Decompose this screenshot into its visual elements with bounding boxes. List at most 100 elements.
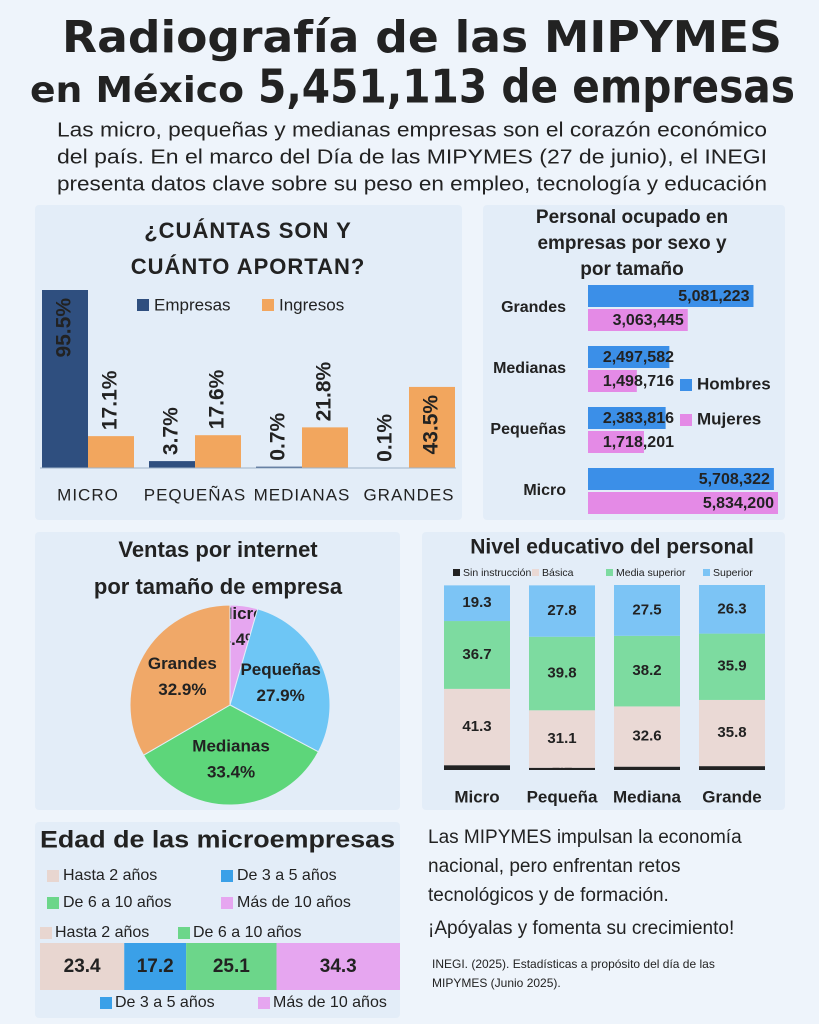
panel — [35, 205, 462, 520]
data-label: 19.3 — [462, 594, 491, 611]
bar — [588, 309, 688, 331]
data-label: 35.8 — [717, 724, 746, 741]
intro-text: Las micro, pequeñas y medianas empresas … — [57, 119, 767, 141]
data-label: 39.8 — [547, 664, 576, 681]
legend-swatch — [221, 897, 233, 909]
bar-segment — [529, 710, 595, 768]
bar-segment — [699, 633, 765, 700]
data-label: 3.7% — [160, 407, 183, 455]
closing-message: ¡Apóyalas y fomenta su crecimiento! — [428, 918, 734, 939]
x-tick-label: Micro — [454, 787, 499, 806]
legend-label: Más de 10 años — [273, 994, 387, 1011]
bar — [302, 427, 348, 468]
data-label: 21.8% — [313, 361, 336, 421]
legend-swatch — [47, 897, 59, 909]
data-label: 35.9 — [717, 658, 746, 675]
data-label: 31.1 — [547, 730, 576, 747]
legend-label: Más de 10 años — [237, 894, 351, 911]
bar — [149, 461, 195, 468]
legend-swatch — [680, 379, 692, 391]
chart-title: CUÁNTO APORTAN? — [131, 254, 366, 279]
slice-label: Medianas — [192, 736, 269, 755]
data-label: 1,498,716 — [603, 373, 674, 390]
legend-swatch — [262, 299, 274, 311]
data-label: 41.3 — [462, 718, 491, 735]
bar-segment — [276, 943, 400, 990]
chart-title: por tamaño de empresa — [94, 574, 343, 599]
chart-title: Nivel educativo del personal — [470, 536, 754, 559]
bar-segment — [444, 585, 510, 622]
chart-title: ¿CUÁNTAS SON Y — [144, 218, 352, 243]
x-tick-label: GRANDES — [363, 485, 454, 504]
data-label: 95.5% — [53, 298, 76, 358]
bar-segment — [444, 688, 510, 766]
data-label: 27.8 — [547, 602, 576, 619]
y-tick-label: Pequeñas — [490, 421, 566, 438]
citation: MIPYMES (Junio 2025). — [432, 976, 561, 990]
bar — [42, 290, 88, 468]
bar-segment — [186, 943, 277, 990]
x-tick-label: Grande — [702, 787, 762, 806]
bar-segment — [529, 585, 595, 637]
data-label: 27.5 — [632, 601, 661, 618]
legend-label: Básica — [542, 567, 574, 579]
legend-label: Hasta 2 años — [63, 867, 157, 884]
bar — [588, 407, 666, 429]
legend-label: Ingresos — [279, 295, 344, 314]
legend-label: Hombres — [697, 374, 771, 393]
bar — [409, 386, 455, 468]
citation: INEGI. (2025). Estadísticas a propósito … — [432, 957, 715, 971]
legend-label: De 6 a 10 años — [193, 924, 302, 941]
intro-text: presenta datos clave sobre su peso en em… — [57, 173, 767, 195]
bar — [195, 435, 241, 468]
chart-title: Personal ocupado en — [536, 207, 728, 228]
data-label: 3,063,445 — [613, 312, 684, 329]
title: Radiografía de las MIPYMES — [62, 12, 782, 63]
data-label: 2,497,582 — [603, 349, 674, 366]
data-label: 17.2 — [137, 956, 174, 977]
x-tick-label: MEDIANAS — [254, 485, 351, 504]
slice-value: 32.9% — [158, 680, 206, 699]
bar — [88, 436, 134, 468]
data-label: 38.2 — [632, 662, 661, 679]
bar — [256, 466, 302, 468]
bar-segment — [444, 765, 510, 770]
x-tick-label: Pequeña — [527, 787, 598, 806]
closing-message: Las MIPYMES impulsan la economía — [428, 827, 742, 848]
legend-swatch — [532, 569, 539, 576]
bar-segment — [614, 635, 680, 707]
chart-title: empresas por sexo y — [537, 233, 726, 254]
slice-value: 33.4% — [207, 762, 255, 781]
bar-segment — [699, 699, 765, 767]
y-tick-label: Medianas — [493, 360, 566, 377]
bar-segment — [614, 585, 680, 636]
chart-title: Ventas por internet — [118, 537, 318, 562]
bar-segment — [124, 943, 187, 990]
legend-swatch — [680, 414, 692, 426]
bar-segment — [529, 636, 595, 711]
slice-label: Pequeñas — [240, 660, 320, 679]
bar — [588, 468, 774, 490]
data-label: 34.3 — [320, 956, 357, 977]
bar — [588, 285, 754, 307]
bar — [588, 370, 637, 392]
legend-swatch — [221, 870, 233, 882]
bar-segment — [699, 766, 765, 770]
bar-segment — [444, 621, 510, 689]
slice-value: 27.9% — [257, 686, 305, 705]
closing-message: nacional, pero enfrentan retos — [428, 856, 680, 877]
legend-label: De 3 a 5 años — [115, 994, 215, 1011]
intro-text: del país. En el marco del Día de las MIP… — [57, 146, 767, 168]
chart-title: por tamaño — [580, 259, 683, 280]
data-label: 2,383,816 — [603, 410, 674, 427]
data-label: 1,718,201 — [603, 434, 674, 451]
legend-swatch — [606, 569, 613, 576]
data-label: 0.7% — [267, 413, 290, 461]
bar-segment — [614, 706, 680, 767]
y-tick-label: Grandes — [501, 299, 566, 316]
legend-label: Empresas — [154, 295, 231, 314]
slice-label: Grandes — [148, 654, 217, 673]
legend-label: Superior — [713, 567, 753, 579]
legend-label: Sin instrucción — [463, 567, 531, 579]
